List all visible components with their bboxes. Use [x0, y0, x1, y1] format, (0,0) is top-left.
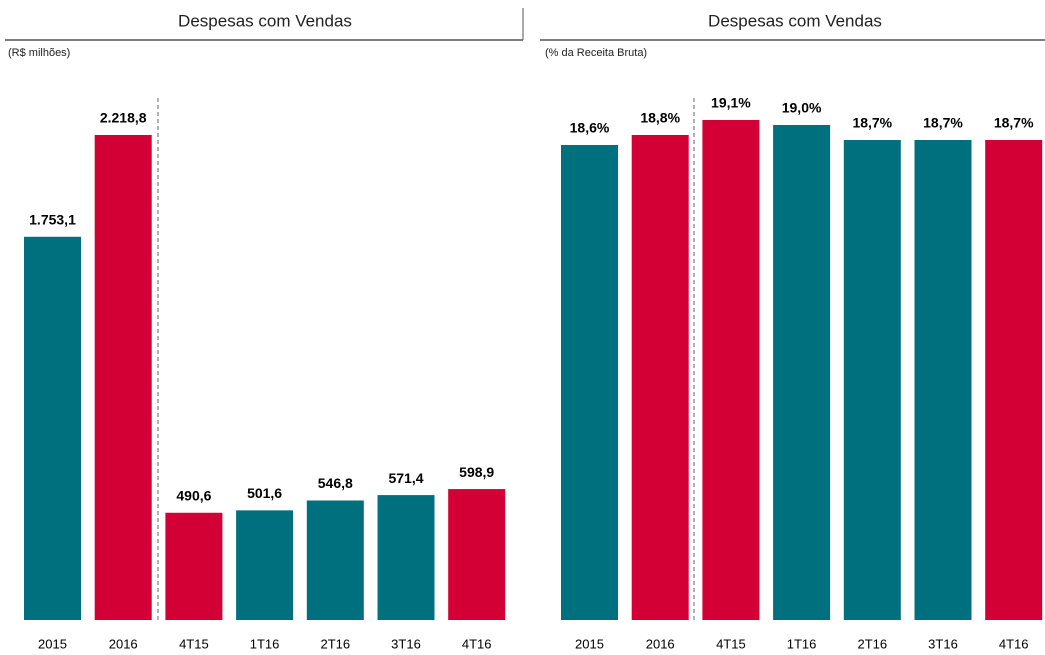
value-label: 2.218,8: [100, 110, 147, 126]
bar: [985, 140, 1043, 620]
x-tick-label: 2015: [38, 636, 67, 651]
x-tick-label: 4T15: [179, 636, 209, 651]
x-tick-label: 2T16: [857, 636, 887, 651]
value-label: 490,6: [176, 487, 211, 503]
bar: [377, 495, 435, 620]
value-label: 18,7%: [852, 115, 892, 131]
x-tick-label: 1T16: [250, 636, 280, 651]
bar: [843, 140, 901, 620]
value-label: 546,8: [318, 475, 353, 491]
x-tick-label: 1T16: [787, 636, 817, 651]
value-label: 18,7%: [923, 115, 963, 131]
bar: [561, 145, 618, 620]
bar: [773, 125, 831, 620]
x-tick-label: 2016: [109, 636, 138, 651]
bar: [165, 512, 223, 620]
value-label: 571,4: [388, 470, 423, 486]
value-label: 501,6: [247, 485, 282, 501]
bar: [702, 120, 760, 620]
value-label: 18,8%: [640, 110, 680, 126]
bar: [24, 236, 81, 621]
bar: [914, 140, 972, 620]
x-tick-label: 4T16: [462, 636, 492, 651]
x-tick-label: 2T16: [320, 636, 350, 651]
value-label: 18,7%: [994, 115, 1034, 131]
x-tick-label: 4T16: [999, 636, 1029, 651]
x-tick-label: 2016: [646, 636, 675, 651]
x-tick-label: 3T16: [391, 636, 421, 651]
x-tick-label: 3T16: [928, 636, 958, 651]
x-tick-label: 2015: [575, 636, 604, 651]
bar: [448, 489, 506, 620]
value-label: 19,0%: [782, 100, 822, 116]
chart-subtitle: (R$ milhões): [8, 47, 70, 59]
bar: [631, 135, 689, 620]
chart-title: Despesas com Vendas: [178, 11, 352, 30]
chart-title: Despesas com Vendas: [708, 11, 882, 30]
value-label: 18,6%: [570, 120, 610, 136]
x-tick-label: 4T15: [716, 636, 746, 651]
value-label: 19,1%: [711, 95, 751, 111]
value-label: 598,9: [459, 464, 494, 480]
bar: [306, 500, 364, 620]
bar: [236, 510, 294, 620]
value-label: 1.753,1: [29, 211, 76, 227]
bar: [94, 134, 152, 620]
chart-subtitle: (% da Receita Bruta): [545, 47, 647, 59]
